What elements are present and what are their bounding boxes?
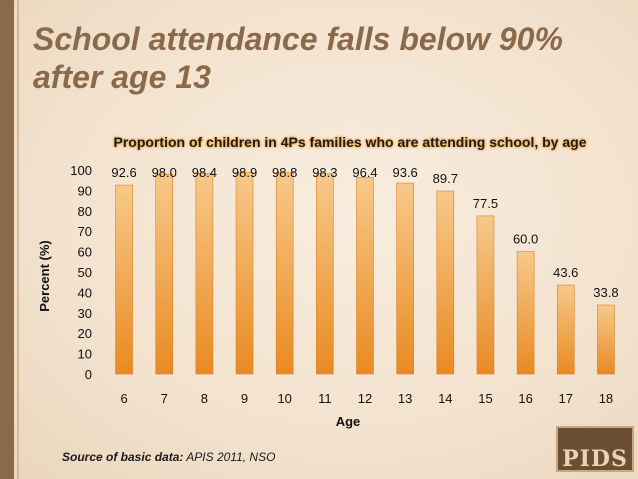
data-label: 33.8 <box>593 285 618 300</box>
slide-title-line-2: after age 13 <box>33 59 211 95</box>
bar-age-8 <box>195 172 214 375</box>
x-tick-label: 15 <box>478 391 492 406</box>
data-label: 98.3 <box>312 165 337 180</box>
x-tick-label: 16 <box>518 391 532 406</box>
x-tick-label: 6 <box>120 391 127 406</box>
x-tick-label: 11 <box>318 391 332 406</box>
y-axis: 0 10 20 30 40 50 60 70 80 90 100 <box>70 163 92 382</box>
source-note: Source of basic data: APIS 2011, NSO <box>62 450 275 464</box>
data-label: 98.9 <box>232 165 257 180</box>
pids-logo: PIDS <box>556 426 634 472</box>
y-tick-label: 60 <box>78 245 92 260</box>
x-tick-label: 9 <box>241 391 248 406</box>
data-label: 89.7 <box>433 171 458 186</box>
data-label: 77.5 <box>473 196 498 211</box>
y-tick-label: 50 <box>78 265 92 280</box>
bar-age-13 <box>396 182 414 375</box>
x-axis: 6 7 8 9 10 11 12 13 14 15 16 17 18 <box>120 391 613 406</box>
data-label: 92.6 <box>111 165 136 180</box>
y-tick-label: 20 <box>78 326 92 341</box>
bar-age-14 <box>436 190 455 375</box>
data-label: 98.4 <box>192 165 217 180</box>
data-label: 43.6 <box>553 265 578 280</box>
source-text: APIS 2011, NSO <box>186 450 276 464</box>
data-labels: 92.6 98.0 98.4 98.9 98.8 98.3 96.4 93.6 89.7 77.5… <box>111 165 618 300</box>
data-label: 96.4 <box>352 165 377 180</box>
data-label: 98.8 <box>272 165 297 180</box>
x-tick-label: 10 <box>277 391 291 406</box>
bars <box>115 171 615 375</box>
bar-age-12 <box>356 177 374 375</box>
chart-title: Proportion of children in 4Ps families w… <box>113 134 587 150</box>
y-tick-label: 30 <box>78 306 92 321</box>
slide-title: School attendance falls below 90% after … <box>33 20 623 96</box>
x-tick-label: 7 <box>161 391 168 406</box>
source-label: Source of basic data: <box>62 450 184 464</box>
bar-age-7 <box>155 173 174 375</box>
data-label: 98.0 <box>152 165 177 180</box>
y-axis-title: Percent (%) <box>37 240 52 312</box>
slide-title-line-1: School attendance falls below 90% <box>33 21 563 57</box>
y-tick-label: 70 <box>78 224 92 239</box>
bar-age-18 <box>597 304 615 375</box>
y-tick-label: 0 <box>85 367 92 382</box>
y-tick-label: 80 <box>78 204 92 219</box>
y-tick-label: 90 <box>78 183 92 198</box>
data-label: 60.0 <box>513 232 538 247</box>
bar-age-11 <box>316 173 334 375</box>
x-axis-title: Age <box>336 414 361 429</box>
bar-age-15 <box>476 215 495 375</box>
y-tick-label: 40 <box>78 285 92 300</box>
bar-age-17 <box>556 284 575 375</box>
x-tick-label: 13 <box>398 391 412 406</box>
left-accent-line <box>17 0 19 479</box>
bar-age-6 <box>115 184 133 375</box>
y-tick-label: 10 <box>78 347 92 362</box>
x-tick-label: 14 <box>438 391 452 406</box>
bar-age-16 <box>516 251 535 375</box>
y-tick-label: 100 <box>70 163 92 178</box>
x-tick-label: 17 <box>559 391 573 406</box>
left-accent-bar <box>0 0 14 479</box>
x-tick-label: 12 <box>358 391 372 406</box>
x-tick-label: 8 <box>201 391 208 406</box>
bar-age-9 <box>235 171 254 375</box>
x-tick-label: 18 <box>599 391 613 406</box>
bar-age-10 <box>275 172 294 375</box>
logo-text: PIDS <box>562 446 628 472</box>
data-label: 93.6 <box>392 165 417 180</box>
